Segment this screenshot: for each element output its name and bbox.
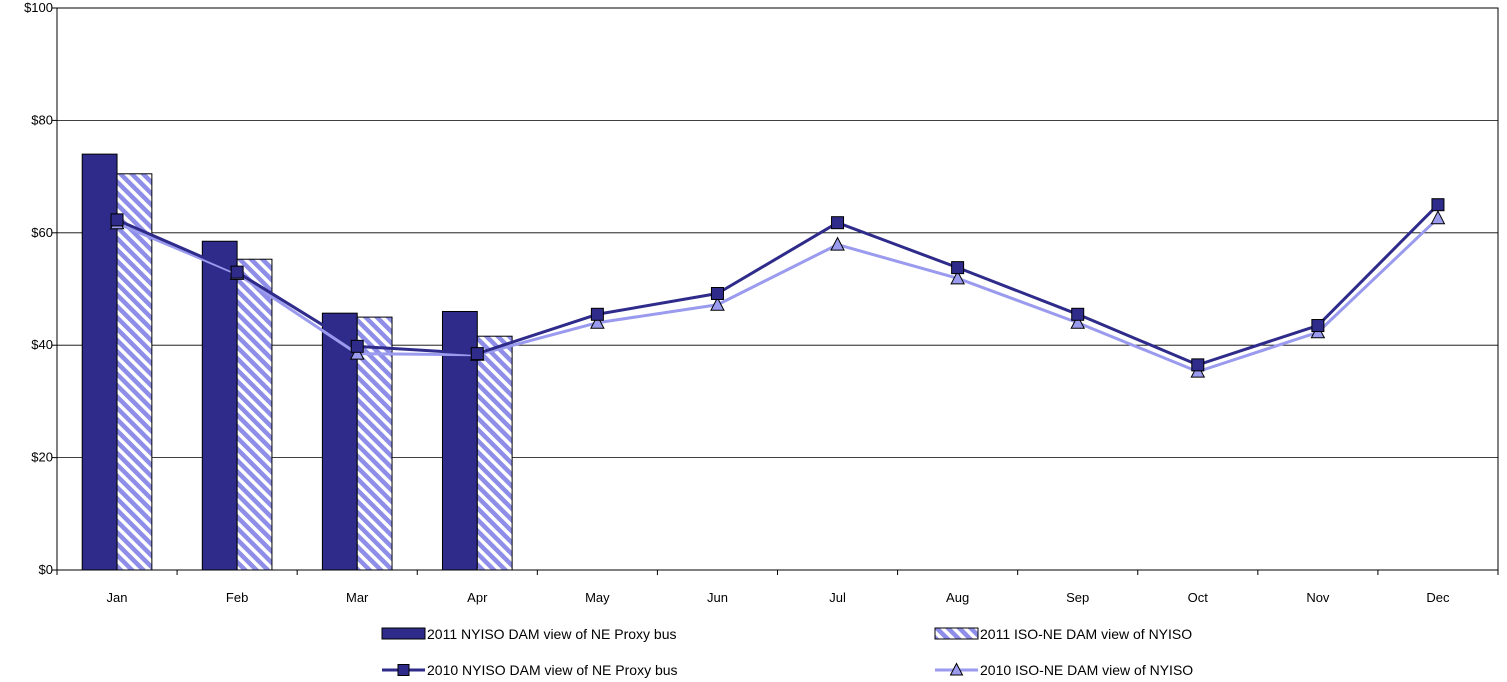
- point-marker: [1430, 210, 1446, 225]
- y-tick-label: $100: [24, 0, 53, 15]
- legend-label: 2011 NYISO DAM view of NE Proxy bus: [427, 626, 677, 642]
- x-tick-label: May: [585, 590, 610, 605]
- point-marker: [230, 265, 244, 279]
- bar: [476, 335, 513, 571]
- legend-label: 2010 NYISO DAM view of NE Proxy bus: [427, 662, 678, 678]
- legend: 2011 NYISO DAM view of NE Proxy bus 2011 …: [381, 626, 1193, 678]
- point-marker: [470, 347, 484, 361]
- point-marker: [1191, 358, 1205, 372]
- x-tick-label: Aug: [946, 590, 969, 605]
- x-tick-label: Oct: [1188, 590, 1209, 605]
- point-marker: [710, 296, 725, 311]
- point-marker: [710, 286, 724, 300]
- legend-marker: [949, 662, 964, 676]
- y-tick-label: $60: [31, 225, 53, 240]
- y-tick-label: $0: [39, 562, 53, 577]
- x-tick-label: Mar: [346, 590, 369, 605]
- legend-label: 2011 ISO-NE DAM view of NYISO: [980, 626, 1192, 642]
- x-tick-label: Nov: [1306, 590, 1330, 605]
- legend-swatch: [381, 627, 426, 640]
- gridlines: [56, 7, 1499, 571]
- x-tick-label: Dec: [1426, 590, 1450, 605]
- legend-marker: [397, 664, 410, 676]
- legend-item: 2010 NYISO DAM view of NE Proxy bus: [382, 662, 678, 678]
- point-marker: [1071, 307, 1085, 321]
- x-tick-label: Feb: [226, 590, 248, 605]
- lines: [109, 198, 1446, 378]
- bars: [81, 153, 513, 571]
- x-tick-label: Sep: [1066, 590, 1089, 605]
- axes: $0 $20 $40 $60 $80 $100 Jan Feb Mar Apr May Jun Jul A…: [24, 0, 1499, 605]
- point-marker: [110, 213, 124, 227]
- point-marker: [1311, 319, 1325, 333]
- legend-label: 2010 ISO-NE DAM view of NYISO: [980, 662, 1193, 678]
- x-tick-label: Jun: [707, 590, 728, 605]
- point-marker: [350, 339, 364, 353]
- point-marker: [349, 345, 365, 360]
- bar: [236, 258, 273, 571]
- point-marker: [590, 314, 605, 329]
- bar: [116, 173, 153, 571]
- point-marker: [831, 216, 845, 230]
- point-marker: [951, 261, 965, 275]
- point-marker: [1431, 198, 1445, 212]
- point-marker: [830, 236, 845, 251]
- point-marker: [590, 307, 604, 321]
- series-line: [116, 203, 1440, 367]
- series-line: [116, 217, 1439, 374]
- x-tick-label: Apr: [467, 590, 488, 605]
- y-tick-label: $40: [31, 337, 53, 352]
- plot-frame: [56, 7, 1499, 571]
- point-marker: [950, 270, 965, 285]
- x-tick-label: Jan: [107, 590, 128, 605]
- legend-swatch: [934, 627, 979, 640]
- legend-item: 2011 NYISO DAM view of NE Proxy bus: [381, 626, 677, 642]
- point-marker: [1070, 314, 1086, 329]
- x-tick-label: Jul: [829, 590, 846, 605]
- bar: [321, 312, 358, 571]
- bar: [201, 240, 238, 571]
- legend-item: 2010 ISO-NE DAM view of NYISO: [935, 662, 1193, 678]
- y-tick-label: $80: [31, 112, 53, 127]
- y-tick-label: $20: [31, 450, 53, 465]
- legend-item: 2011 ISO-NE DAM view of NYISO: [934, 626, 1192, 642]
